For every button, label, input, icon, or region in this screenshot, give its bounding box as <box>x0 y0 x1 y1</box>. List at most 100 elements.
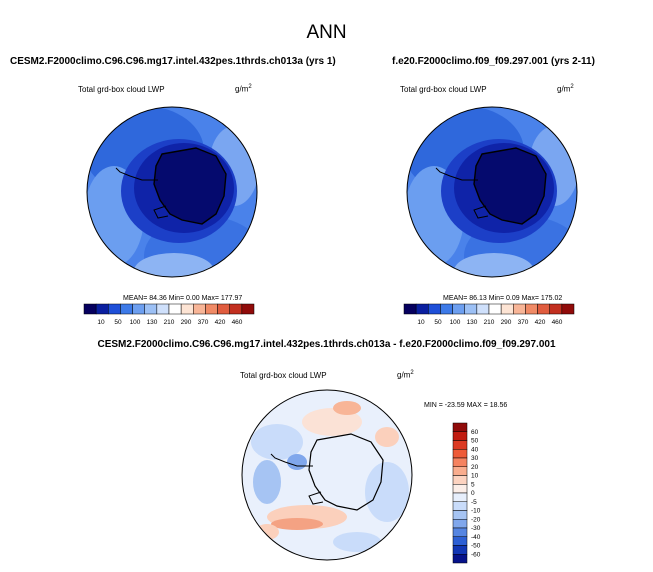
left-variable-label: Total grd-box cloud LWP <box>78 85 165 94</box>
colorbar-swatch <box>476 303 490 315</box>
colorbar-swatch <box>205 303 218 315</box>
colorbar-label: -60 <box>471 551 481 558</box>
left-polar-map <box>86 106 258 278</box>
colorbar-swatch <box>513 303 526 315</box>
anomaly-patch <box>365 462 409 522</box>
colorbar-label: 460 <box>232 319 243 326</box>
antarctica-coastline <box>153 147 227 225</box>
colorbar-label: 420 <box>535 319 546 326</box>
colorbar-swatch <box>549 303 563 315</box>
colorbar-swatch <box>452 536 468 546</box>
difference-stats: MIN = -23.59 MAX = 18.56 <box>424 402 508 409</box>
colorbar-swatch <box>217 303 230 315</box>
colorbar-label: 290 <box>501 319 512 326</box>
colorbar-label: 460 <box>552 319 563 326</box>
colorbar-swatch <box>452 475 468 485</box>
right-polar-map <box>406 106 578 278</box>
colorbar-swatch <box>132 303 145 315</box>
right-units-label: g/m2 <box>557 84 574 94</box>
map-outline <box>86 106 258 278</box>
right-colorbar: 10 50 100 130 210 290 370 420 460 <box>403 303 575 326</box>
colorbar-label: 420 <box>215 319 226 326</box>
colorbar-label: 30 <box>471 455 479 462</box>
antarctica-interior <box>474 148 546 224</box>
colorbar-swatch <box>500 303 514 315</box>
colorbar-swatch <box>464 303 478 315</box>
left-colorbar: 10 50 100 130 210 290 370 420 460 <box>83 303 255 326</box>
colorbar-swatch <box>95 303 109 315</box>
colorbar-label: 210 <box>484 319 495 326</box>
colorbar-label: 10 <box>417 319 425 326</box>
difference-title: CESM2.F2000climo.C96.C96.mg17.intel.432p… <box>97 339 556 350</box>
anomaly-patch <box>375 427 399 447</box>
map-outline <box>241 389 413 561</box>
anomaly-patch <box>251 424 303 460</box>
colorbar-label: -20 <box>471 516 481 523</box>
colorbar-label: 50 <box>114 319 122 326</box>
colorbar-label: -50 <box>471 543 481 550</box>
colorbar-swatch <box>561 303 575 315</box>
colorbar-swatch <box>452 422 468 432</box>
colorbar-swatch <box>452 449 468 459</box>
colorbar-label: 50 <box>434 319 442 326</box>
map-band <box>134 253 214 277</box>
colorbar-swatch <box>452 303 465 315</box>
colorbar-swatch <box>415 303 429 315</box>
antarctica-interior <box>154 148 226 224</box>
left-units-label: g/m2 <box>235 84 252 94</box>
right-variable-label: Total grd-box cloud LWP <box>400 85 487 94</box>
colorbar-label: -40 <box>471 534 481 541</box>
colorbar-label: 10 <box>97 319 105 326</box>
colorbar-label: -5 <box>471 499 477 506</box>
colorbar-label: 130 <box>467 319 478 326</box>
colorbar-swatch <box>120 303 133 315</box>
colorbar-swatch <box>452 519 468 529</box>
colorbar-swatch <box>144 303 158 315</box>
left-case-title: CESM2.F2000climo.C96.C96.mg17.intel.432p… <box>10 56 336 67</box>
anomaly-patch <box>271 518 323 530</box>
colorbar-swatch <box>403 303 417 315</box>
colorbar-label: 40 <box>471 446 479 453</box>
colorbar-swatch <box>452 554 468 564</box>
colorbar-label: 0 <box>471 490 475 497</box>
difference-variable-label: Total grd-box cloud LWP <box>240 371 327 380</box>
anomaly-patch <box>333 401 361 415</box>
colorbar-swatch <box>452 466 468 476</box>
map-outline <box>406 106 578 278</box>
colorbar-swatch <box>180 303 194 315</box>
anomaly-patch <box>255 524 279 540</box>
peninsula-coastline <box>115 167 158 181</box>
difference-units-label: g/m2 <box>397 370 414 380</box>
colorbar-label: -10 <box>471 508 481 515</box>
colorbar-swatch <box>241 303 255 315</box>
colorbar-swatch <box>229 303 243 315</box>
colorbar-label: 100 <box>450 319 461 326</box>
anomaly-patch <box>253 460 281 504</box>
peninsula-coastline <box>270 453 313 467</box>
colorbar-swatch <box>83 303 97 315</box>
colorbar-swatch <box>193 303 206 315</box>
colorbar-label: 210 <box>164 319 175 326</box>
antarctica-coastline <box>308 433 384 511</box>
anomaly-patch <box>287 454 307 470</box>
map-band <box>454 253 534 277</box>
colorbar-label: 5 <box>471 481 475 488</box>
colorbar-swatch <box>428 303 441 315</box>
colorbar-label: 60 <box>471 429 479 436</box>
colorbar-swatch <box>452 431 468 441</box>
colorbar-swatch <box>452 527 468 537</box>
right-stats: MEAN= 86.13 Min= 0.09 Max= 175.02 <box>443 295 563 302</box>
colorbar-swatch <box>108 303 121 315</box>
right-case-title: f.e20.F2000climo.f09_f09.297.001 (yrs 2-… <box>392 56 595 67</box>
colorbar-swatch <box>452 484 468 494</box>
colorbar-label: 370 <box>198 319 209 326</box>
colorbar-label: 50 <box>471 438 479 445</box>
colorbar-swatch <box>452 492 468 502</box>
colorbar-swatch <box>525 303 538 315</box>
peninsula-coastline <box>435 167 478 181</box>
colorbar-swatch <box>452 457 468 467</box>
antarctica-coastline <box>473 147 547 225</box>
ross-sea-coastline <box>308 491 324 505</box>
difference-polar-map <box>241 389 413 561</box>
